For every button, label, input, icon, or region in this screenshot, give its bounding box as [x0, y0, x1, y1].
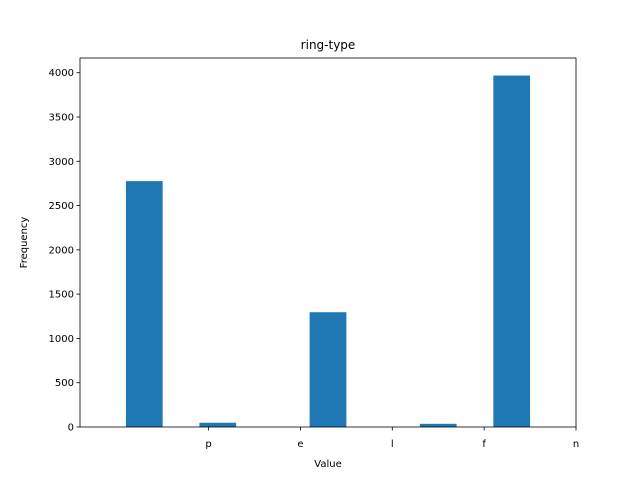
- y-tick-label-3: 1500: [49, 290, 74, 301]
- x-tick-label-3: f: [482, 439, 486, 450]
- bar-2: [309, 312, 347, 427]
- y-axis: 0 500 1000 1500 2000 2500 3000 3500 4000: [49, 68, 80, 434]
- x-tick-label-1: e: [297, 439, 303, 450]
- x-tick-label-4: n: [573, 439, 579, 450]
- y-tick-label-5: 2500: [49, 201, 74, 212]
- chart-title: ring-type: [301, 38, 356, 52]
- bars-group: [125, 75, 531, 427]
- bar-3: [419, 423, 457, 427]
- x-tick-label-0: p: [205, 439, 211, 450]
- bar-0: [125, 181, 163, 427]
- x-axis-label: Value: [314, 459, 341, 470]
- y-tick-label-6: 3000: [49, 157, 74, 168]
- y-axis-label: Frequency: [19, 217, 30, 269]
- y-tick-label-1: 500: [55, 378, 74, 389]
- y-tick-label-2: 1000: [49, 334, 74, 345]
- y-tick-label-7: 3500: [49, 112, 74, 123]
- y-tick-label-0: 0: [68, 423, 74, 434]
- y-tick-label-8: 4000: [49, 68, 74, 79]
- x-tick-label-2: l: [391, 439, 394, 450]
- plot-frame: [79, 57, 577, 428]
- bar-4: [493, 75, 531, 427]
- y-tick-label-4: 2000: [49, 245, 74, 256]
- bar-1: [199, 422, 237, 427]
